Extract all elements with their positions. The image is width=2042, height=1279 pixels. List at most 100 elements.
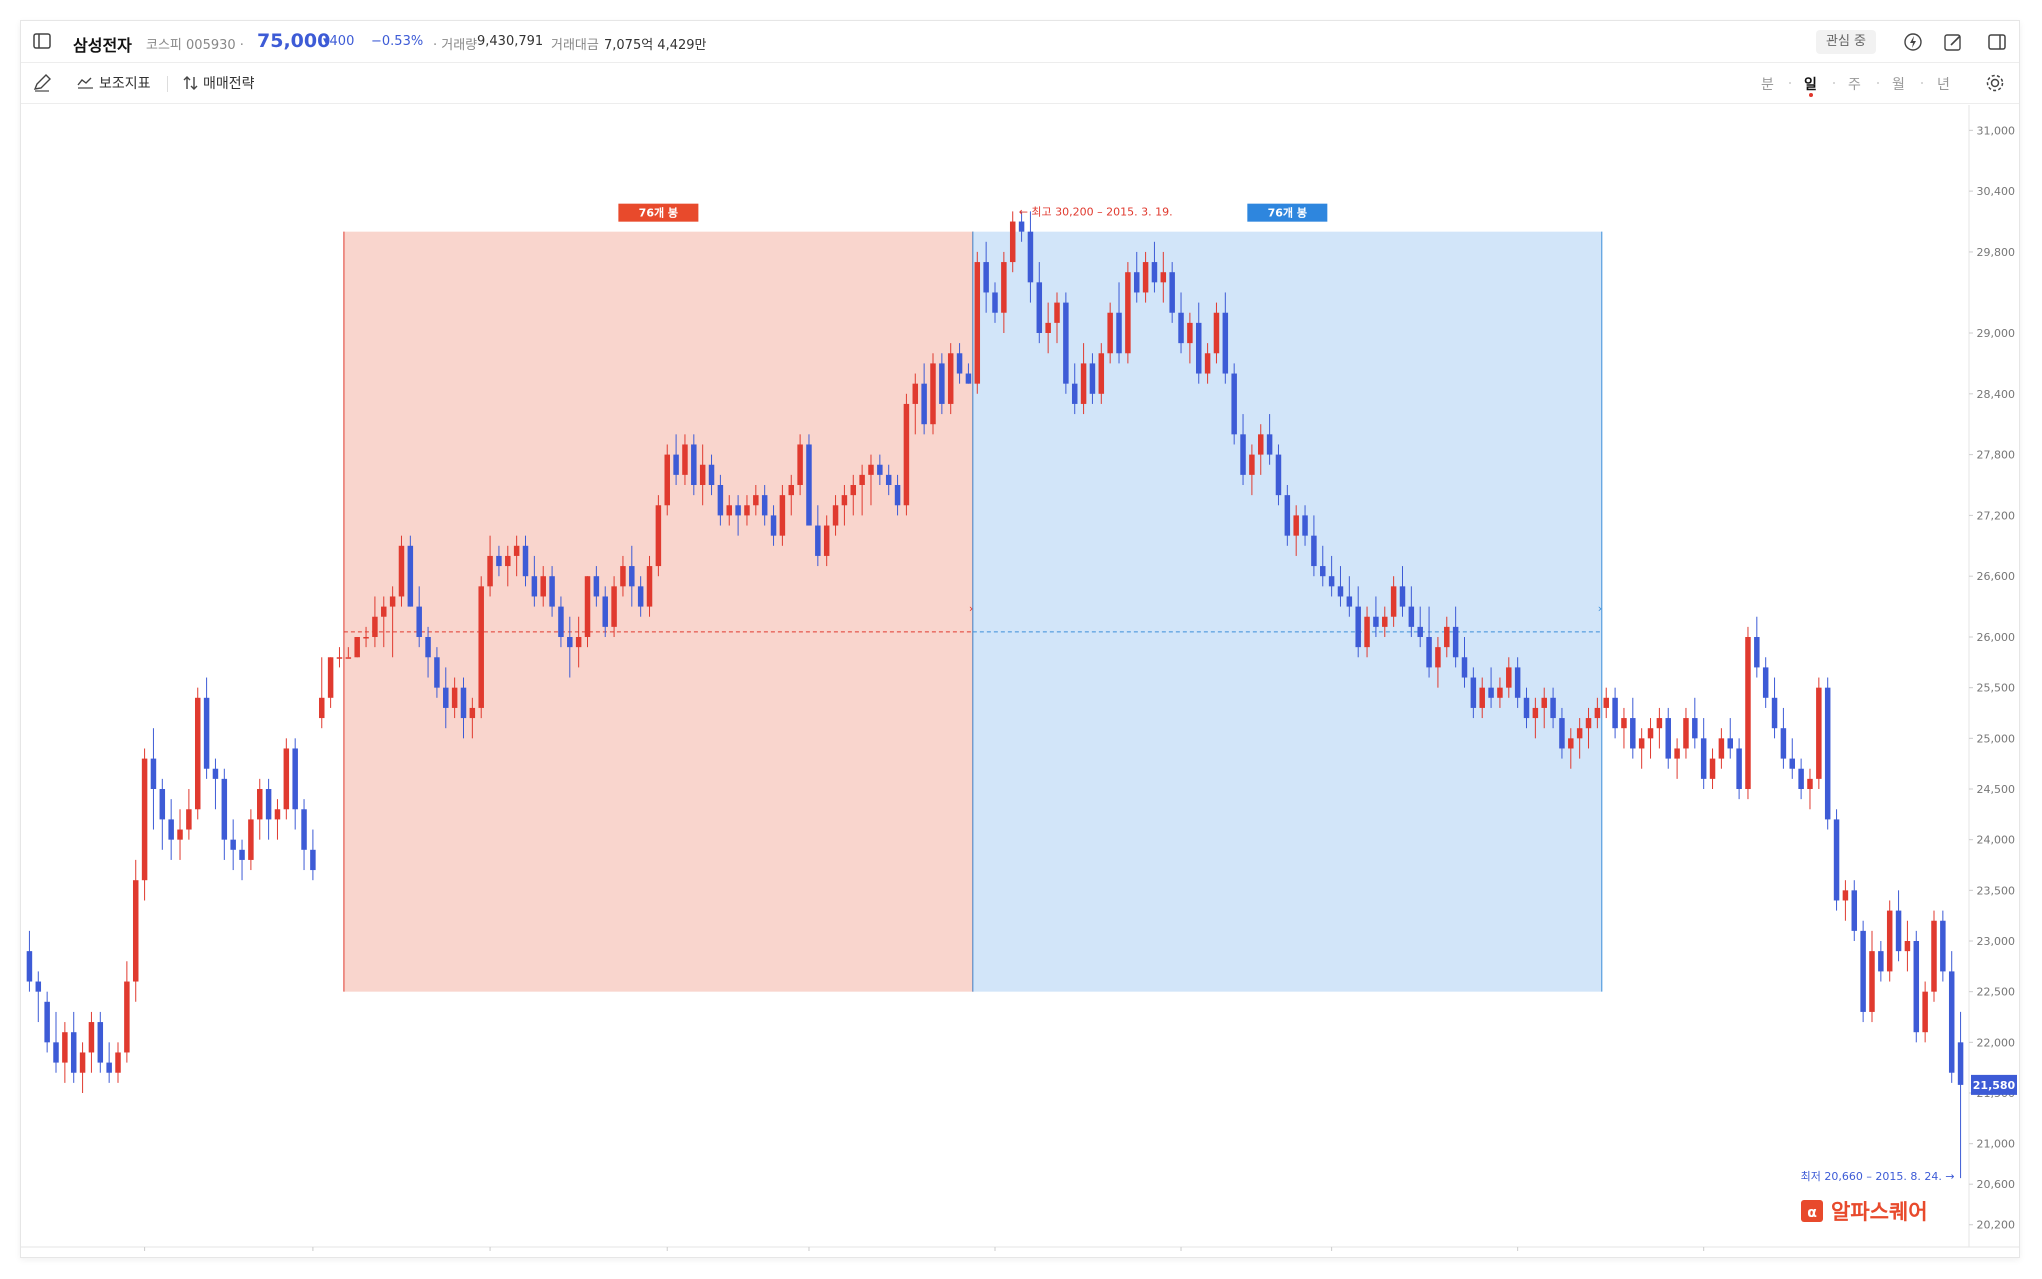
candle-body [1780, 728, 1787, 759]
candle-body [88, 1022, 95, 1053]
candle-body [469, 707, 476, 719]
y-tick-label: 20,600 [1977, 1178, 2016, 1191]
candle-body [1116, 312, 1122, 354]
candle-body [1346, 596, 1353, 607]
candle-body [868, 464, 874, 475]
y-axis: 20,20020,60021,00021,50022,00022,50023,0… [1969, 124, 2017, 1232]
candle-body [1594, 707, 1601, 719]
market-and-code: 코스피 005930 · [146, 38, 244, 53]
candle-body [1603, 697, 1609, 708]
candle-body [947, 353, 954, 404]
last-price-badge [1971, 1074, 2017, 1095]
candle-body [1762, 667, 1769, 698]
candles [26, 211, 1964, 1179]
candle-body [602, 596, 608, 627]
period-week[interactable]: 주 [1848, 77, 1861, 93]
y-tick-label: 26,600 [1977, 570, 2016, 583]
candle-body [1576, 728, 1583, 739]
candle-body [939, 363, 945, 404]
y-tick-label: 22,000 [1977, 1036, 2016, 1049]
candle-body [992, 292, 998, 313]
strategy-button[interactable]: 매매전략 [183, 73, 255, 93]
candle-body [416, 606, 422, 637]
candle-body [1133, 272, 1140, 293]
candle-body [930, 363, 936, 425]
candle-body [1842, 890, 1849, 901]
panel-layout-icon[interactable] [1985, 30, 2009, 54]
candle-body [983, 262, 989, 293]
period-minute[interactable]: 분 [1761, 77, 1774, 93]
candle-body [1142, 262, 1149, 293]
indicator-label: 보조지표 [99, 76, 151, 92]
amount-value: 7,075억 4,429만 [604, 38, 707, 53]
indicator-button[interactable]: 보조지표 [77, 73, 151, 93]
candle-body [1204, 353, 1211, 374]
candle-body [1036, 282, 1043, 333]
candle-body [487, 555, 493, 587]
candle-body [115, 1052, 121, 1073]
candle-body [345, 657, 352, 659]
candle-body [1275, 454, 1282, 496]
pencil-icon[interactable] [31, 72, 53, 94]
candle-body [788, 485, 795, 496]
candle-body [1399, 586, 1406, 607]
candle-body [549, 576, 555, 607]
candle-body [1568, 738, 1574, 749]
candle-body [283, 748, 290, 810]
candle-body [1355, 606, 1361, 648]
period-day[interactable]: 일 [1804, 77, 1817, 93]
candle-body [859, 474, 865, 485]
candle-body [1683, 718, 1689, 749]
candle-body [407, 545, 414, 607]
candle-body [1160, 272, 1167, 283]
candle-body [1249, 454, 1255, 475]
candle-body [1054, 302, 1060, 323]
candle-body [1727, 738, 1733, 749]
annotations: ← 최고 30,200 – 2015. 3. 19. 최저 20,660 – 20… [1019, 205, 1955, 1224]
candle-body [1532, 707, 1539, 719]
period-year[interactable]: 년 [1937, 77, 1950, 93]
candle-body [1045, 322, 1051, 333]
candle-body [44, 1001, 50, 1043]
candle-body [770, 515, 777, 536]
period-month[interactable]: 월 [1892, 77, 1905, 93]
stock-header: 삼성전자 코스피 005930 · 75,000 ▾400 −0.53% · 거… [21, 21, 2019, 63]
candle-body [522, 545, 529, 577]
candle-body [132, 880, 139, 982]
range-layer: › 76개 봉 › 76개 봉 [343, 203, 1603, 992]
stock-code: 005930 [186, 38, 236, 53]
candle-body [1869, 951, 1875, 1012]
watermark-logo-icon [1801, 1200, 1823, 1222]
candle-body [1798, 768, 1804, 789]
candle-body [1240, 434, 1246, 475]
candle-body [1444, 626, 1450, 648]
sidebar-toggle-icon[interactable] [31, 30, 53, 52]
candle-body [1886, 910, 1893, 972]
y-tick-label: 31,000 [1977, 124, 2016, 137]
candle-body [26, 951, 33, 982]
candlestick-chart[interactable]: › 76개 봉 › 76개 봉 ← 최고 30,200 – 2015. 3. 19. 최… [21, 105, 2019, 1255]
candle-body [1169, 272, 1175, 313]
candle-body [1824, 687, 1831, 820]
candle-body [1302, 515, 1308, 536]
edit-icon[interactable] [1941, 30, 1965, 54]
candle-body [1851, 890, 1858, 931]
watchlist-button[interactable]: 관심 중 [1816, 30, 1877, 54]
price-change: ▾400 [323, 34, 355, 49]
flash-icon[interactable] [1901, 30, 1925, 54]
candle-body [1630, 718, 1636, 749]
candle-body [398, 545, 405, 597]
y-tick-label: 29,800 [1977, 246, 2016, 259]
candle-body [797, 444, 803, 485]
candle-body [425, 637, 431, 658]
y-tick-label: 22,500 [1977, 986, 2016, 999]
candle-body [1187, 322, 1193, 344]
candle-body [1922, 991, 1928, 1033]
candle-body [558, 606, 564, 637]
gear-icon[interactable] [1983, 71, 2007, 95]
candle-body [239, 849, 245, 860]
y-tick-label: 24,000 [1977, 834, 2016, 847]
candle-body [540, 576, 546, 597]
candle-body [336, 657, 343, 659]
candle-body [372, 616, 378, 637]
